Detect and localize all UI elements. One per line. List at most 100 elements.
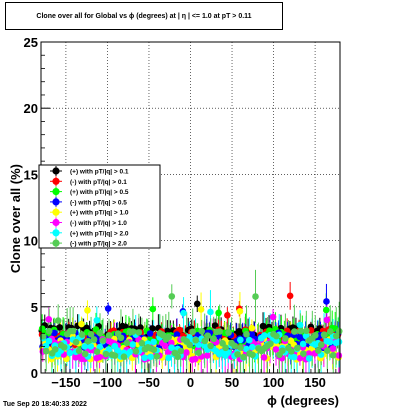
y-tick-label: 10 [24, 234, 38, 249]
legend-marker [52, 188, 60, 196]
data-point [81, 343, 89, 350]
data-point [183, 349, 190, 356]
y-tick-label: 25 [24, 35, 38, 50]
data-point [54, 317, 62, 324]
data-point [248, 330, 255, 338]
data-point [305, 350, 313, 357]
legend-marker [52, 218, 60, 227]
y-tick-label: 20 [24, 101, 38, 116]
data-point [39, 333, 47, 340]
data-point [117, 334, 125, 342]
x-tick-label: −100 [93, 375, 122, 390]
data-point [234, 351, 241, 358]
data-point [189, 328, 197, 336]
data-point [51, 329, 58, 337]
data-points [38, 292, 343, 364]
data-point [90, 336, 98, 343]
data-point [99, 337, 107, 344]
legend-marker [52, 198, 60, 206]
data-point [120, 353, 128, 361]
data-point [75, 347, 83, 355]
data-point [69, 327, 77, 335]
data-point [225, 329, 232, 336]
data-point [195, 349, 203, 357]
data-point [168, 344, 175, 351]
data-point [323, 316, 331, 324]
data-point [305, 355, 313, 362]
x-tick-label: 0 [187, 375, 194, 390]
data-point [294, 344, 301, 352]
data-point [303, 327, 310, 335]
chart-title: Clone over all for Global vs ϕ (degrees)… [5, 2, 283, 30]
data-point [87, 343, 95, 350]
data-point [322, 306, 330, 314]
data-point [317, 341, 325, 348]
data-point [236, 308, 244, 315]
data-point [240, 353, 247, 361]
legend: (+) with pT/|q| > 0.1 (-) with pT/|q| > 0… [38, 164, 161, 249]
data-point [150, 338, 157, 346]
data-point [129, 341, 137, 348]
data-point [149, 305, 157, 313]
data-point [296, 333, 303, 341]
data-point [174, 353, 182, 361]
data-point [291, 328, 298, 335]
data-point [42, 347, 50, 355]
data-point [222, 344, 229, 352]
data-point [192, 336, 200, 344]
data-point [141, 354, 148, 362]
data-point [198, 327, 205, 335]
data-point [312, 332, 319, 339]
y-tick-label: 5 [31, 300, 38, 315]
data-point [150, 346, 158, 353]
date-stamp: Tue Sep 20 18:40:33 2022 [3, 401, 87, 408]
data-point [307, 327, 315, 334]
data-point [215, 309, 222, 317]
x-axis-title: ϕ (degrees) [267, 393, 339, 408]
data-point [168, 339, 175, 347]
legend-marker [52, 177, 60, 185]
data-point [203, 352, 211, 359]
data-point [135, 329, 143, 336]
data-point [180, 309, 187, 317]
data-point [129, 328, 137, 335]
data-point [267, 340, 274, 347]
data-point [197, 306, 205, 313]
data-point [207, 308, 214, 316]
data-point [84, 337, 92, 345]
data-point [42, 342, 50, 350]
data-point [323, 347, 331, 355]
y-axis-title: Clone over all (%) [8, 164, 23, 273]
data-point [299, 340, 307, 348]
data-point [114, 347, 122, 354]
data-point [296, 354, 304, 362]
data-point [45, 327, 53, 335]
data-point [249, 343, 256, 351]
legend-marker [52, 239, 60, 247]
data-point [78, 331, 86, 338]
data-point [315, 347, 322, 354]
data-point [335, 327, 343, 335]
data-point [246, 336, 253, 344]
data-point [132, 347, 140, 355]
data-point [204, 332, 211, 339]
data-point [290, 353, 298, 361]
data-point [273, 332, 280, 340]
data-point [320, 331, 328, 339]
data-point [168, 293, 176, 300]
data-point [297, 327, 304, 335]
legend-label: (-) with pT/|q| > 2.0 [70, 241, 127, 248]
data-point [300, 350, 307, 357]
data-point [216, 328, 223, 335]
legend-marker [52, 229, 60, 237]
data-point [102, 350, 110, 358]
data-point [84, 307, 91, 314]
legend-label: (-) with pT/|q| > 0.1 [70, 179, 127, 186]
data-point [201, 337, 208, 345]
data-point [126, 348, 134, 356]
data-point [279, 347, 286, 354]
legend-label: (+) with pT/|q| > 2.0 [70, 230, 129, 237]
data-point [191, 355, 199, 363]
data-point [286, 292, 294, 300]
